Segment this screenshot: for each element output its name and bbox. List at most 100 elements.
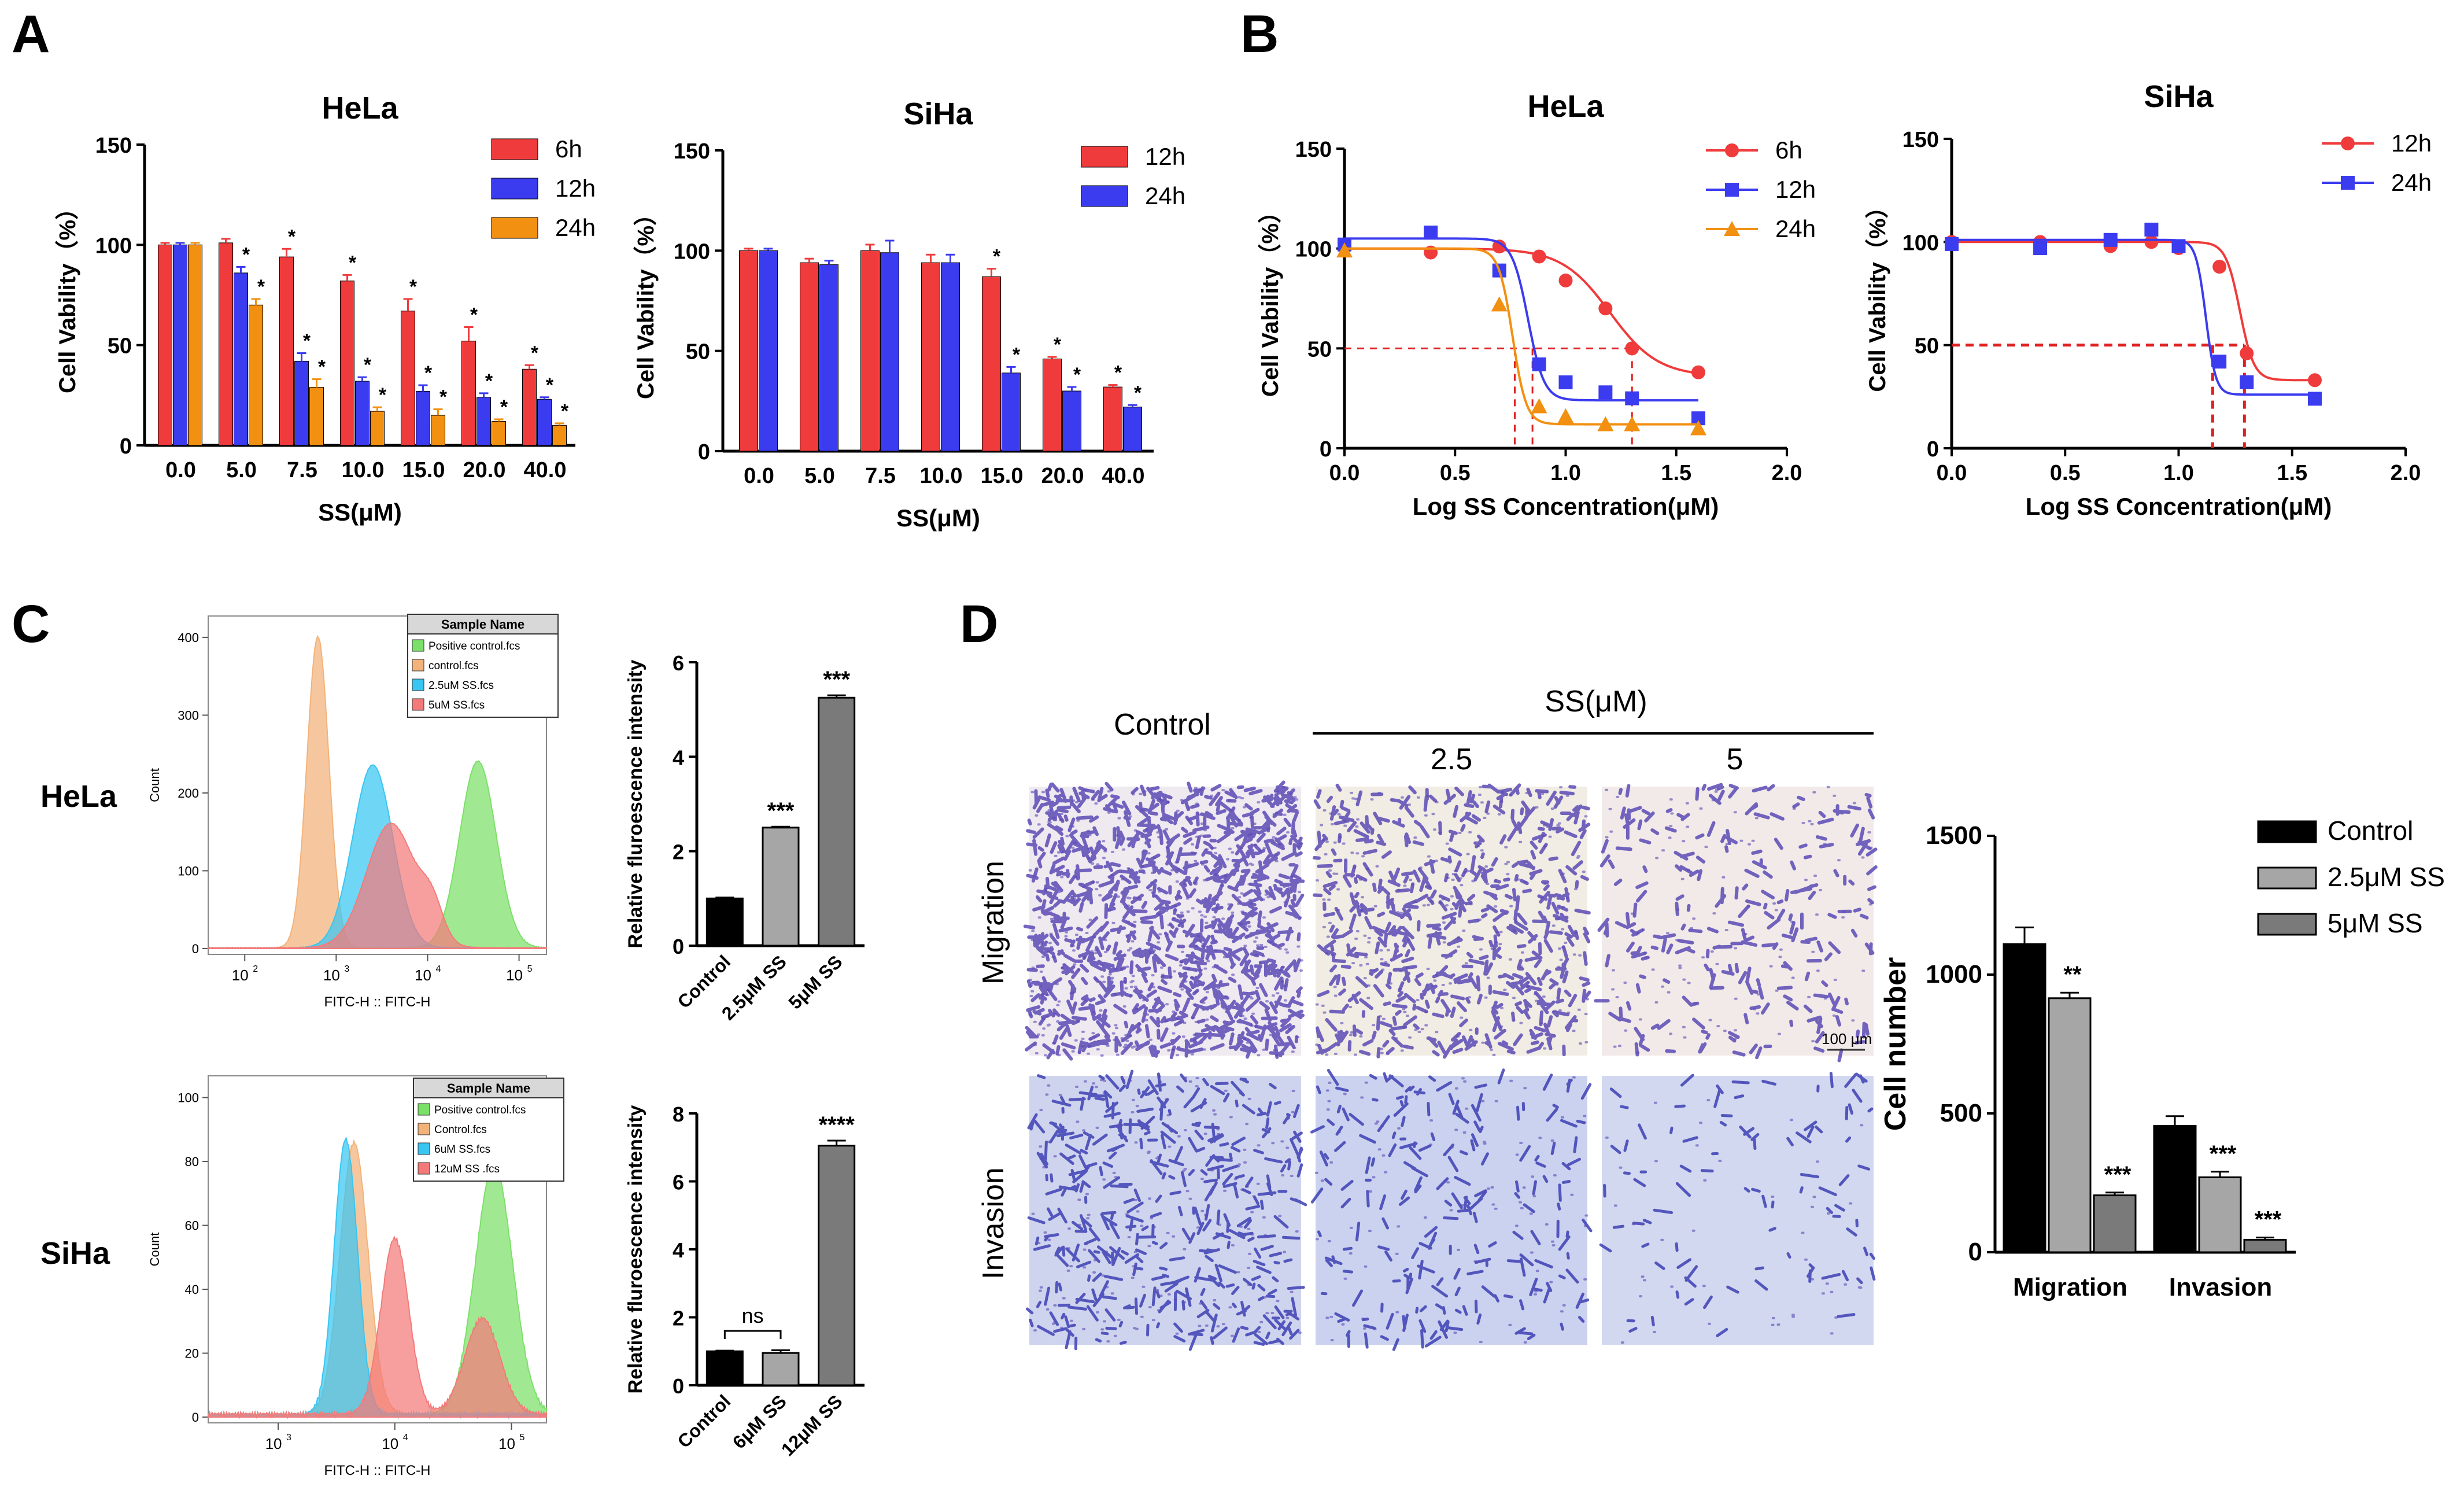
significance-marker: *: [424, 362, 433, 384]
fit-curve: [1952, 238, 2315, 396]
legend-label: 6h: [555, 135, 582, 163]
significance-marker: *: [561, 400, 569, 422]
y-tick-label: 2: [673, 840, 684, 864]
y-tick-label: 0: [1927, 437, 1939, 462]
micrograph-background: [1602, 787, 1874, 1056]
invasion-micrograph: [1599, 1072, 1876, 1345]
comparison-bracket: [723, 1330, 782, 1339]
membrane-pores: [1315, 785, 1590, 1056]
data-point: [2171, 239, 2186, 253]
x-tick-label: 10: [382, 1435, 398, 1452]
y-axis-label: Cell Vability（%）: [1258, 200, 1283, 397]
significance-marker: *: [546, 374, 554, 396]
y-tick-label: 0: [1968, 1238, 1982, 1266]
panel-label-d: D: [960, 595, 998, 654]
bar: [1103, 386, 1122, 452]
y-axis-label: Count: [147, 768, 162, 802]
data-point: [1558, 375, 1573, 390]
significance-marker: ***: [2255, 1207, 2282, 1233]
chart-title: HeLa: [1527, 89, 1604, 124]
significance-marker: *: [1054, 334, 1062, 356]
x-tick-label: 40.0: [524, 458, 567, 482]
legend-label: 6uM SS.fcs: [434, 1143, 490, 1156]
y-tick-label: 100: [1295, 238, 1332, 262]
data-point: [2212, 355, 2227, 369]
significance-marker: *: [993, 246, 1001, 268]
stained-cells: [1594, 783, 1878, 1063]
micrograph-background: [1029, 1076, 1301, 1345]
bar: [431, 415, 445, 446]
bar: [249, 304, 263, 446]
bar: [522, 368, 537, 446]
x-axis-label: Log SS Concentration(μM): [1413, 493, 1719, 520]
micrograph-background: [1602, 1076, 1874, 1345]
data-point: [2033, 241, 2048, 256]
significance-marker: *: [409, 276, 418, 298]
x-tick-label: 0.5: [2050, 461, 2081, 485]
fit-curve: [1344, 237, 1698, 402]
significance-marker: *: [379, 384, 387, 406]
x-tick-label: 1.5: [2277, 461, 2307, 485]
significance-marker: *: [439, 386, 448, 408]
data-point: [1598, 385, 1613, 400]
bar: [2243, 1238, 2287, 1253]
legend-header: [413, 1078, 564, 1098]
row-label-migration: Migration: [977, 861, 1010, 984]
x-tick-label: 0.0: [165, 458, 196, 482]
legend-label: 2.5μM SS: [2328, 862, 2445, 892]
migration-micrograph: [1023, 780, 1305, 1061]
x-tick-label: Control: [673, 1390, 734, 1452]
x-tick-label: 10.0: [342, 458, 385, 482]
x-axis-label: FITC-H :: FITC-H: [324, 1463, 431, 1478]
significance-marker: *: [1134, 382, 1142, 404]
x-tick-label: 1.5: [1661, 461, 1691, 485]
y-tick-label: 50: [108, 334, 132, 359]
migration-micrograph: [1312, 783, 1591, 1059]
bar: [401, 311, 415, 446]
bar: [309, 386, 324, 446]
legend-label: 12h: [1145, 143, 1185, 170]
legend-label: 24h: [555, 214, 596, 241]
significance-marker: ****: [819, 1112, 855, 1138]
bar: [800, 262, 819, 452]
bar: [2198, 1176, 2242, 1253]
data-point: [1625, 391, 1639, 405]
chart-b-siha: 0 50 100 150 Cell Vability（%） SiHa 0.0 0.5 1.0 1.…: [1865, 79, 2432, 520]
histogram-legend: Sample Name Positive control.fcs control.f…: [407, 614, 559, 718]
bar: [1123, 407, 1142, 452]
panel-label-a: A: [12, 5, 50, 64]
x-tick-exponent: 4: [435, 964, 441, 974]
significance-marker: *: [531, 342, 539, 364]
row-label-hela: HeLa: [40, 779, 117, 814]
bar: [818, 1145, 856, 1386]
y-tick-label: 100: [1903, 231, 1939, 255]
legend-label: Positive control.fcs: [434, 1104, 526, 1116]
significance-marker: *: [318, 356, 326, 378]
y-tick-label: 100: [674, 239, 710, 264]
y-tick-label: 80: [185, 1154, 199, 1169]
bar: [2048, 997, 2092, 1253]
column-label-ss: SS(μM): [1545, 685, 1647, 718]
legend-label: 12uM SS .fcs: [434, 1163, 500, 1175]
y-axis-label: Count: [147, 1233, 162, 1267]
legend-swatch: [1081, 185, 1128, 207]
y-tick-label: 0: [192, 1410, 199, 1425]
x-tick-label: 20.0: [463, 458, 506, 482]
column-label-2-5: 2.5: [1431, 743, 1472, 776]
bar: [762, 827, 800, 947]
stained-cells: [1025, 1069, 1307, 1351]
legend-swatch: [412, 678, 424, 691]
bar: [1002, 372, 1021, 452]
significance-marker: *: [364, 354, 372, 376]
bar: [219, 242, 233, 446]
data-point: [2240, 375, 2254, 389]
legend-swatch: [418, 1123, 430, 1135]
bar: [762, 1352, 800, 1386]
legend-swatch: [491, 217, 538, 239]
data-point: [1491, 296, 1508, 312]
invasion-micrograph: [1025, 1069, 1307, 1351]
legend-swatch: [2257, 820, 2317, 843]
x-tick-label: 0.0: [1329, 461, 1360, 485]
legend-swatch: [412, 639, 424, 652]
